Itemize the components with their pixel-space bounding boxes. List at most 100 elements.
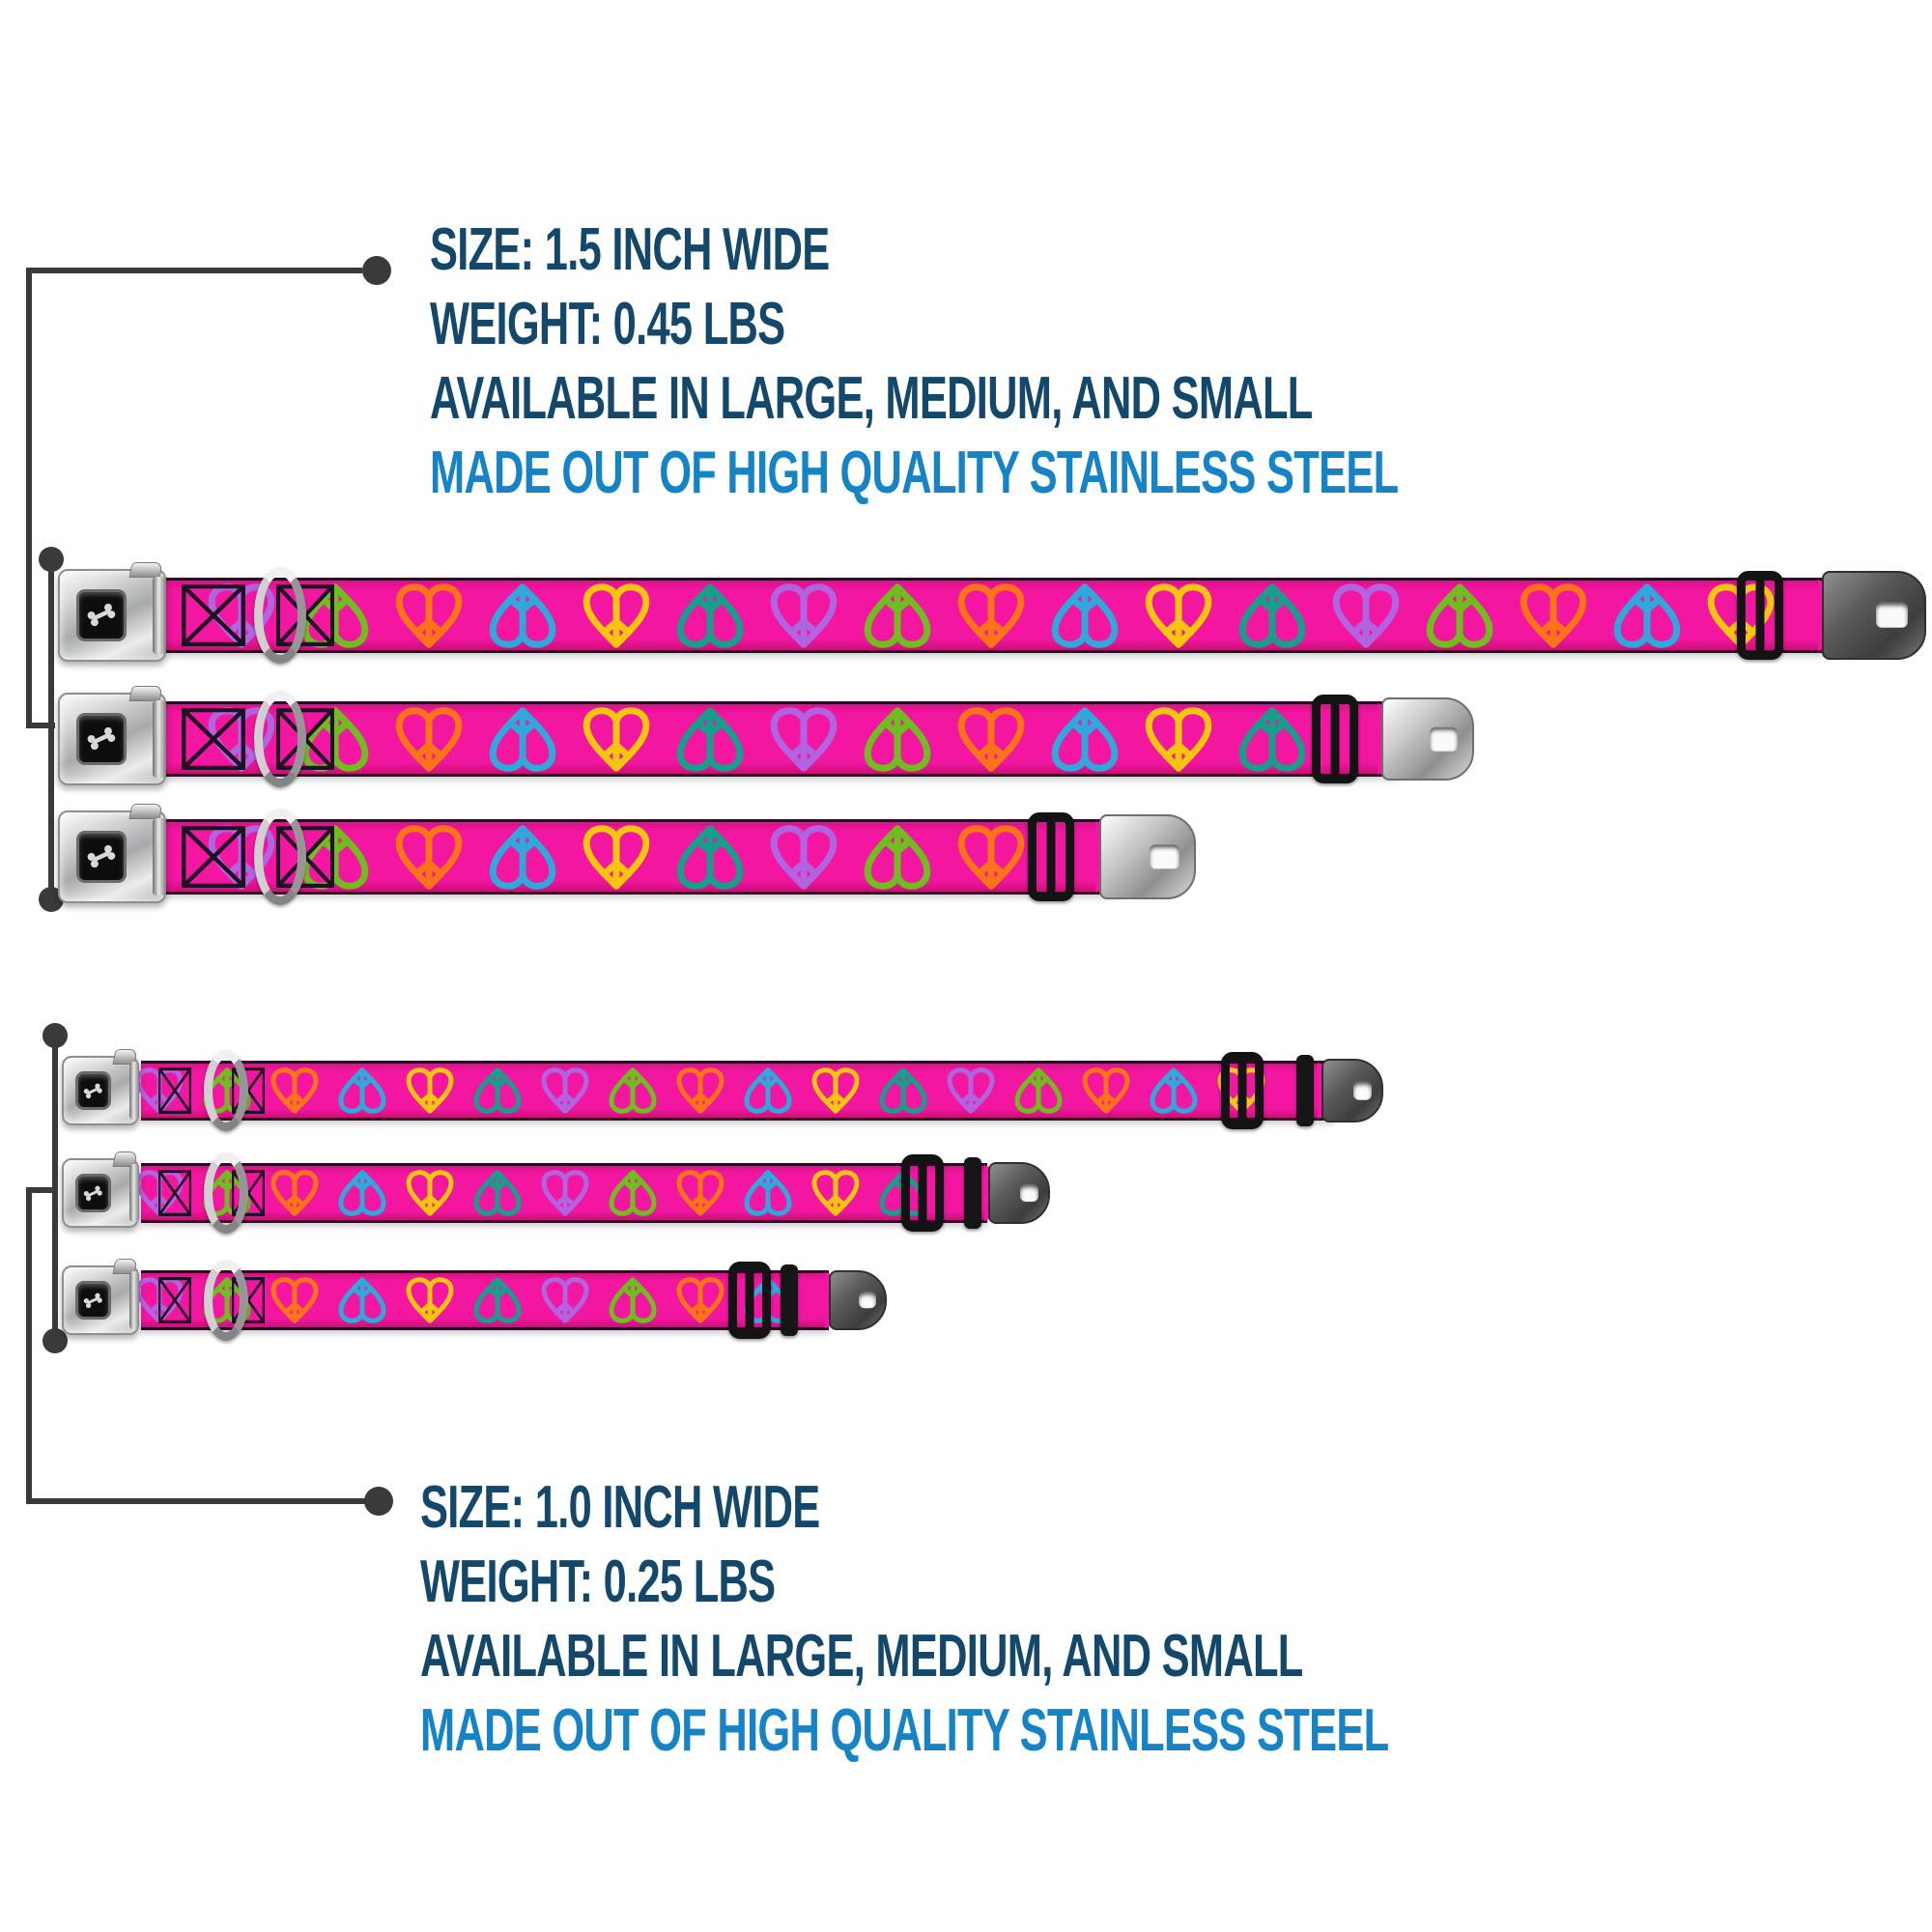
callout-line-bottom-vertical-outer bbox=[26, 1187, 32, 1504]
peace-heart-icon bbox=[770, 825, 838, 890]
peace-heart-icon bbox=[489, 825, 556, 890]
spec-size-1p0: SIZE: 1.0 INCH WIDE bbox=[420, 1474, 820, 1541]
slider-center-bar bbox=[1330, 703, 1340, 775]
d-ring bbox=[254, 691, 306, 787]
peace-heart-icon bbox=[473, 1067, 522, 1114]
callout-line-top-vertical-inner bbox=[48, 557, 54, 901]
slider-center-bar bbox=[918, 1163, 927, 1223]
peace-heart-icon bbox=[270, 1067, 319, 1114]
peace-heart-icon bbox=[1520, 583, 1587, 648]
peace-heart-icon bbox=[541, 1277, 589, 1323]
slider-adjuster bbox=[728, 1262, 771, 1339]
d-ring bbox=[254, 567, 306, 664]
latch-plate-medium bbox=[988, 1162, 1050, 1224]
d-ring bbox=[204, 1050, 248, 1131]
peace-heart-icon bbox=[270, 1170, 319, 1216]
peace-heart-icon bbox=[957, 825, 1025, 890]
seatbelt-buckle-large bbox=[58, 562, 166, 662]
seatbelt-buckle-medium bbox=[62, 1151, 139, 1228]
box-stitch bbox=[182, 584, 245, 646]
latch-plate-small bbox=[1099, 814, 1196, 899]
spec-block-1p0-inch: SIZE: 1.0 INCH WIDE WEIGHT: 0.25 LBS AVA… bbox=[420, 1470, 1389, 1768]
latch-slot bbox=[1020, 1184, 1039, 1202]
peace-heart-icon bbox=[338, 1067, 386, 1114]
peace-heart-icon bbox=[395, 583, 463, 648]
peace-heart-icon bbox=[957, 707, 1025, 772]
peace-heart-icon bbox=[395, 707, 463, 772]
peace-heart-icon bbox=[1613, 583, 1681, 648]
buckle-hinge bbox=[129, 1271, 139, 1329]
keeper-bar bbox=[964, 1157, 981, 1229]
dog-bone-icon bbox=[76, 589, 128, 641]
peace-heart-icon bbox=[1426, 583, 1493, 648]
slider-adjuster bbox=[1221, 1052, 1264, 1129]
callout-dot-thin-top bbox=[43, 1023, 68, 1048]
buckle-hinge bbox=[129, 1062, 139, 1120]
latch-slot bbox=[859, 1292, 877, 1309]
peace-heart-icon bbox=[744, 1170, 792, 1216]
callout-line-bottom-stub bbox=[26, 1187, 58, 1193]
peace-heart-icon bbox=[582, 707, 650, 772]
slider-center-bar bbox=[745, 1270, 754, 1330]
box-stitch bbox=[158, 1170, 191, 1216]
peace-heart-icon bbox=[676, 707, 744, 772]
spec-availability-1p5: AVAILABLE IN LARGE, MEDIUM, AND SMALL bbox=[430, 365, 1313, 432]
d-ring bbox=[204, 1152, 248, 1234]
dog-bone-icon bbox=[76, 713, 128, 765]
peace-heart-icon bbox=[676, 1170, 724, 1216]
seatbelt-buckle-medium bbox=[58, 686, 166, 785]
peace-heart-icon bbox=[811, 1067, 860, 1114]
latch-plate-large bbox=[1822, 571, 1926, 660]
peace-heart-icon bbox=[879, 1067, 927, 1114]
buckle-hinge bbox=[129, 1164, 139, 1222]
peace-heart-icon bbox=[676, 1067, 724, 1114]
peace-heart-icon bbox=[1238, 583, 1306, 648]
slider-adjuster bbox=[1028, 812, 1074, 901]
peace-heart-icon bbox=[395, 825, 463, 890]
spec-material-1p0: MADE OUT OF HIGH QUALITY STAINLESS STEEL bbox=[420, 1697, 1389, 1764]
peace-heart-icon bbox=[473, 1277, 522, 1323]
peace-heart-icon bbox=[744, 1067, 792, 1114]
peace-heart-icon bbox=[609, 1170, 657, 1216]
peace-heart-icon bbox=[1332, 583, 1400, 648]
peace-heart-icon bbox=[489, 583, 556, 648]
peace-heart-icon bbox=[338, 1277, 386, 1323]
peace-heart-icon bbox=[473, 1170, 522, 1216]
dog-bone-icon bbox=[76, 831, 128, 883]
latch-slot bbox=[1149, 844, 1179, 869]
dog-bone-icon bbox=[75, 1281, 111, 1320]
peace-heart-icon bbox=[676, 583, 744, 648]
box-stitch bbox=[158, 1277, 191, 1323]
peace-heart-icon bbox=[541, 1170, 589, 1216]
buckle-hinge bbox=[152, 576, 166, 655]
peace-heart-icon bbox=[1014, 1067, 1063, 1114]
buckle-release-tab bbox=[129, 804, 164, 819]
d-ring bbox=[204, 1260, 248, 1341]
dog-bone-icon bbox=[75, 1071, 111, 1110]
peace-heart-icon bbox=[864, 825, 931, 890]
peace-heart-icon bbox=[676, 1277, 724, 1323]
spec-material-1p5: MADE OUT OF HIGH QUALITY STAINLESS STEEL bbox=[430, 440, 1399, 506]
peace-heart-icon bbox=[270, 1277, 319, 1323]
callout-dot-top-text bbox=[362, 256, 391, 285]
peace-heart-icon bbox=[1238, 707, 1306, 772]
peace-heart-icon bbox=[1051, 583, 1119, 648]
seatbelt-buckle-small bbox=[62, 1259, 139, 1335]
peace-heart-icon bbox=[770, 583, 838, 648]
latch-slot bbox=[1429, 726, 1459, 752]
peace-heart-icon bbox=[947, 1067, 995, 1114]
d-ring bbox=[254, 809, 306, 905]
box-stitch bbox=[158, 1067, 191, 1114]
peace-heart-icon bbox=[864, 707, 931, 772]
latch-slot bbox=[1353, 1081, 1373, 1100]
peace-heart-icon bbox=[1145, 583, 1212, 648]
latch-plate-small bbox=[829, 1270, 887, 1330]
peace-heart-icon bbox=[1150, 1067, 1198, 1114]
peace-heart-icon bbox=[301, 583, 369, 648]
peace-heart-icon bbox=[1082, 1067, 1130, 1114]
spec-weight-1p5: WEIGHT: 0.45 LBS bbox=[430, 291, 785, 357]
spec-weight-1p0: WEIGHT: 0.25 LBS bbox=[420, 1548, 776, 1615]
slider-adjuster bbox=[1737, 571, 1783, 660]
peace-heart-icon bbox=[406, 1277, 454, 1323]
